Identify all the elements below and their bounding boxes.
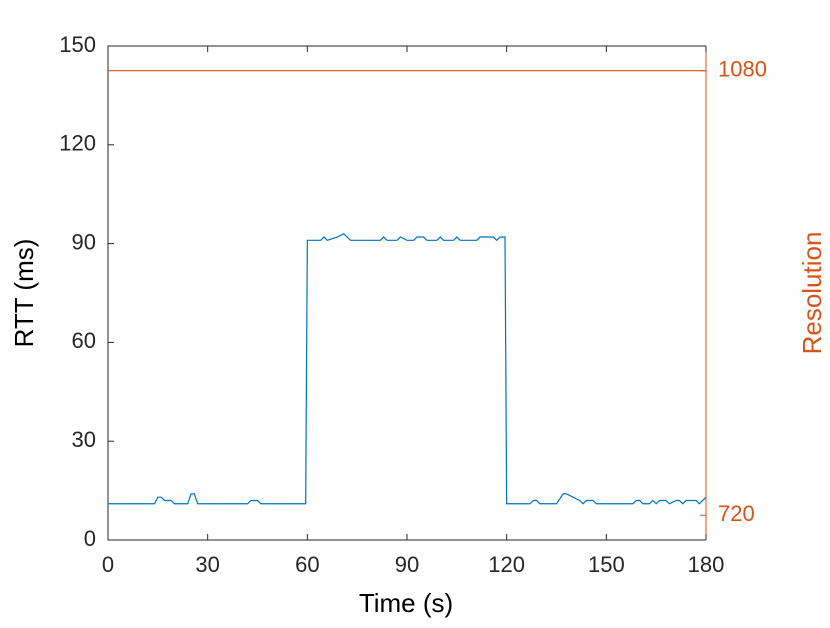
x-tick-label: 60 bbox=[295, 552, 319, 577]
x-tick-label: 30 bbox=[195, 552, 219, 577]
y2-tick-label: 720 bbox=[718, 501, 755, 526]
x-tick-label: 90 bbox=[395, 552, 419, 577]
x-tick-label: 0 bbox=[102, 552, 114, 577]
series-line bbox=[108, 232, 707, 505]
y2-tick-label: 1080 bbox=[718, 57, 767, 82]
y2-axis-label: Resolution bbox=[797, 232, 827, 355]
x-tick-label: 120 bbox=[488, 552, 525, 577]
y-tick-label: 60 bbox=[72, 328, 96, 353]
x-tick-label: 150 bbox=[588, 552, 625, 577]
x-tick-label: 180 bbox=[688, 552, 725, 577]
y-tick-label: 0 bbox=[84, 526, 96, 551]
y-axis-label: RTT (ms) bbox=[9, 239, 39, 348]
axes-frame bbox=[107, 45, 706, 541]
y-tick-label: 90 bbox=[72, 229, 96, 254]
y-tick-label: 30 bbox=[72, 427, 96, 452]
y-tick-label: 150 bbox=[59, 32, 96, 57]
x-axis-label: Time (s) bbox=[359, 588, 453, 618]
y-tick-label: 120 bbox=[59, 131, 96, 156]
